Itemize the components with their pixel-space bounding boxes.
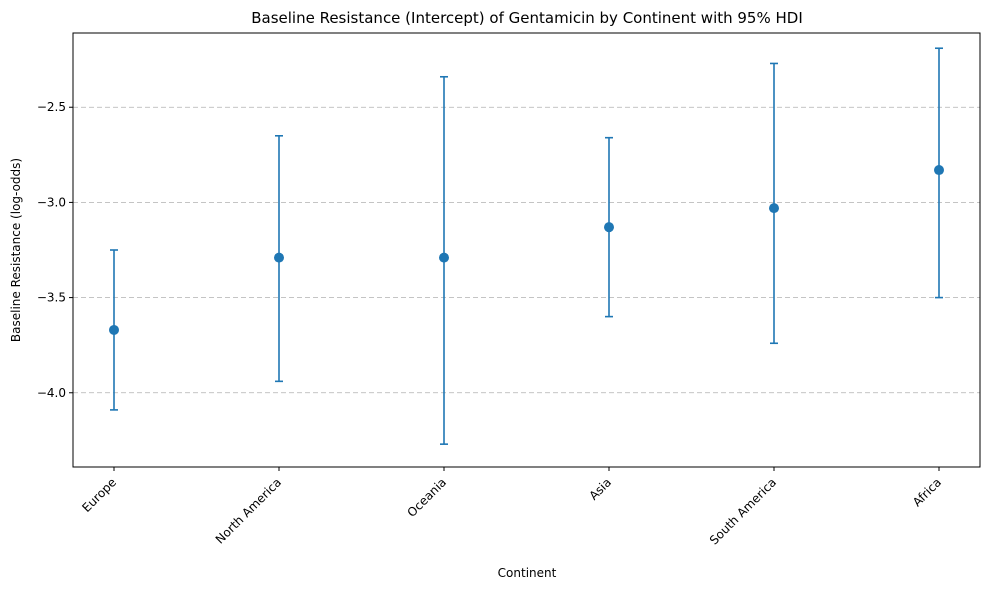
- chart-title: Baseline Resistance (Intercept) of Genta…: [251, 9, 803, 27]
- data-point: [274, 252, 284, 263]
- x-tick-label: North America: [213, 475, 284, 546]
- data-point: [439, 252, 449, 263]
- data-marks: [109, 47, 944, 445]
- x-tick-label: South America: [707, 475, 779, 547]
- y-tick-label: −3.5: [37, 291, 66, 305]
- data-point: [604, 222, 614, 233]
- y-axis-label: Baseline Resistance (log-odds): [9, 158, 23, 342]
- data-point: [769, 203, 779, 214]
- gridlines: [73, 106, 980, 394]
- data-point: [109, 324, 119, 335]
- y-tick-label: −3.0: [37, 195, 66, 209]
- x-tick-label: Europe: [79, 475, 119, 515]
- plot-frame: [72, 32, 981, 468]
- y-tick-label: −4.0: [37, 386, 66, 400]
- x-axis: Europe North America Oceania Asia South Amer…: [79, 467, 944, 547]
- x-tick-label: Africa: [910, 475, 944, 509]
- x-axis-label: Continent: [498, 566, 557, 580]
- x-tick-label: Asia: [586, 475, 614, 503]
- x-tick-label: Oceania: [405, 475, 450, 520]
- y-tick-label: −2.5: [37, 100, 66, 114]
- y-axis: −4.0 −3.5 −3.0 −2.5: [37, 100, 73, 400]
- data-point: [934, 165, 944, 176]
